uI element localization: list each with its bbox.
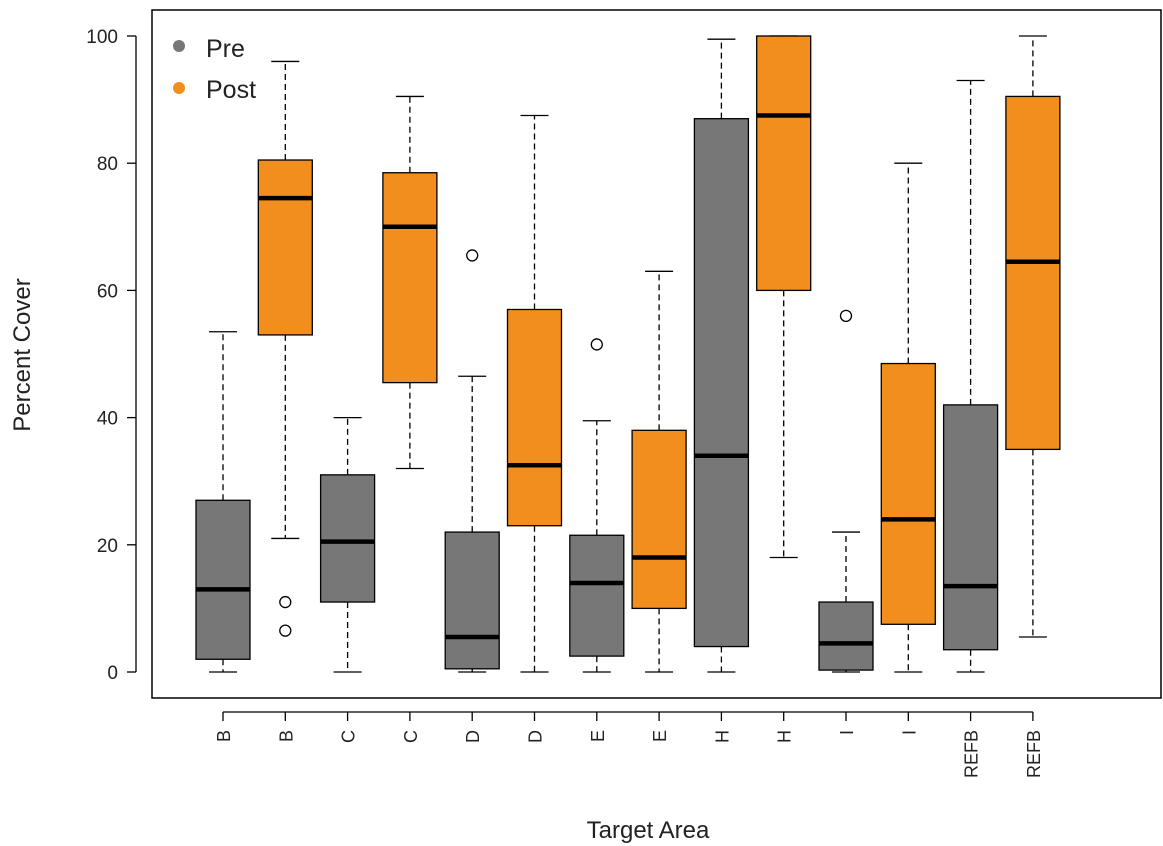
iqr-box: [818, 601, 874, 671]
box-B-post: [257, 60, 313, 637]
x-tick-label: C: [401, 730, 421, 743]
y-axis: 0 20 40 60 80 100: [86, 27, 137, 684]
box-REFB-pre: [942, 79, 999, 673]
y-tick-label: 40: [97, 409, 118, 430]
iqr-box: [506, 308, 563, 527]
y-tick-label: 60: [97, 281, 118, 302]
x-tick-label: E: [650, 730, 670, 742]
box-REFB-post: [1005, 35, 1061, 638]
y-tick-label: 100: [86, 27, 118, 48]
box-D-pre: [444, 249, 500, 673]
iqr-box: [693, 118, 750, 648]
x-tick-label: B: [214, 730, 234, 742]
box-C-pre: [319, 416, 376, 673]
x-tick-label: REFB: [962, 730, 982, 778]
box-H-pre: [693, 38, 750, 673]
y-tick-label: 80: [97, 154, 118, 175]
x-tick-label: D: [526, 730, 546, 743]
x-tick-label: H: [712, 730, 732, 743]
x-axis: B B C C D D E E H H I I REFB REFB: [214, 711, 1044, 778]
box-I-pre: [818, 309, 874, 673]
outlier-point: [839, 309, 853, 322]
iqr-box: [569, 534, 625, 657]
x-tick-label: H: [775, 730, 795, 743]
outlier-point: [279, 624, 292, 637]
iqr-box: [195, 499, 251, 660]
legend-marker-post: [173, 82, 185, 94]
legend-marker-pre: [173, 40, 185, 52]
y-axis-title: Percent Cover: [9, 278, 36, 431]
box-I-post: [880, 162, 936, 673]
outlier-point: [590, 338, 603, 351]
x-axis-title: Target Area: [587, 817, 710, 844]
x-tick-label: C: [339, 730, 359, 743]
iqr-box: [880, 362, 936, 625]
y-tick-label: 0: [107, 663, 118, 684]
x-tick-label: E: [588, 730, 608, 742]
x-tick-label: I: [899, 730, 919, 735]
box-B-pre: [195, 331, 251, 673]
legend: Pre Post: [173, 35, 256, 104]
box-H-post: [756, 35, 812, 559]
iqr-box: [382, 172, 438, 384]
iqr-box: [319, 474, 376, 603]
box-C-post: [382, 95, 438, 470]
legend-label-pre: Pre: [206, 35, 245, 63]
legend-label-post: Post: [206, 76, 256, 104]
plot-frame: [151, 9, 1162, 699]
x-tick-label: B: [276, 730, 296, 742]
x-tick-label: D: [463, 730, 483, 743]
box-E-pre: [569, 338, 625, 673]
boxes-layer: [195, 35, 1061, 673]
x-tick-label: REFB: [1024, 730, 1044, 778]
x-tick-label: I: [837, 730, 857, 735]
iqr-box: [631, 429, 687, 610]
outlier-point: [466, 249, 479, 262]
y-tick-label: 20: [97, 536, 118, 557]
box-E-post: [631, 270, 687, 673]
iqr-box: [444, 531, 500, 670]
iqr-box: [257, 159, 313, 336]
iqr-box: [1005, 95, 1061, 451]
iqr-box: [756, 35, 812, 292]
box-D-post: [506, 114, 563, 673]
iqr-box: [942, 404, 999, 651]
outlier-point: [279, 595, 292, 609]
